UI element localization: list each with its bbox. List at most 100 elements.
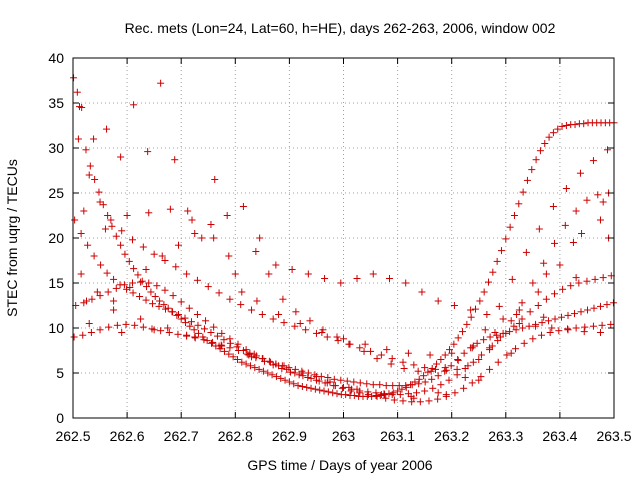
data-point bbox=[137, 278, 145, 286]
data-point bbox=[95, 188, 103, 196]
data-point bbox=[164, 324, 172, 332]
data-point bbox=[123, 212, 131, 219]
data-point bbox=[130, 265, 138, 273]
data-point bbox=[231, 270, 239, 278]
data-point bbox=[108, 222, 116, 230]
data-point bbox=[191, 334, 199, 342]
data-point bbox=[609, 299, 617, 307]
y-tick-label: 30 bbox=[48, 140, 64, 156]
data-point bbox=[207, 221, 215, 228]
data-point bbox=[472, 305, 480, 313]
data-point bbox=[166, 205, 174, 213]
data-point bbox=[414, 367, 422, 375]
data-point bbox=[398, 385, 406, 393]
data-point bbox=[410, 361, 418, 369]
data-point bbox=[296, 320, 304, 327]
data-point bbox=[330, 375, 338, 383]
data-point bbox=[281, 376, 289, 384]
data-point bbox=[376, 392, 384, 399]
data-point bbox=[428, 375, 436, 383]
data-point bbox=[562, 185, 570, 192]
data-point bbox=[429, 384, 437, 392]
data-point bbox=[569, 239, 577, 246]
data-point bbox=[603, 301, 611, 309]
data-point bbox=[110, 297, 118, 305]
data-point bbox=[532, 322, 540, 330]
data-point bbox=[377, 351, 385, 359]
data-point bbox=[506, 328, 514, 336]
data-point bbox=[121, 250, 129, 258]
data-point bbox=[477, 373, 485, 381]
data-point bbox=[408, 398, 416, 406]
data-point bbox=[507, 349, 515, 357]
data-point bbox=[463, 320, 471, 328]
x-tick-label: 263.3 bbox=[488, 428, 523, 444]
data-point bbox=[548, 324, 556, 332]
data-point bbox=[261, 357, 269, 365]
data-point bbox=[290, 380, 298, 388]
data-point bbox=[71, 216, 79, 224]
data-point bbox=[112, 232, 120, 240]
data-point bbox=[450, 302, 458, 309]
data-point bbox=[174, 241, 182, 249]
data-point bbox=[469, 358, 477, 366]
data-point bbox=[285, 378, 293, 386]
data-point bbox=[607, 320, 615, 328]
chart-title: Rec. mets (Lon=24, Lat=60, h=HE), days 2… bbox=[125, 20, 556, 36]
data-point bbox=[467, 313, 475, 321]
data-point bbox=[388, 355, 396, 363]
data-point bbox=[434, 372, 442, 380]
data-point bbox=[321, 379, 329, 387]
data-point bbox=[312, 373, 320, 381]
data-point bbox=[235, 347, 243, 354]
data-point bbox=[433, 360, 441, 368]
x-axis-ticks: 262.5 262.6 262.7 262.8 262.9 263 263.1 263.2 26… bbox=[55, 58, 632, 444]
data-point bbox=[272, 261, 280, 269]
data-point bbox=[383, 346, 391, 354]
data-point bbox=[143, 283, 151, 291]
data-point bbox=[497, 247, 505, 255]
data-point bbox=[475, 376, 483, 384]
data-point bbox=[591, 275, 599, 283]
data-point bbox=[294, 382, 302, 390]
data-point bbox=[90, 252, 98, 260]
data-point bbox=[272, 360, 280, 368]
data-point bbox=[97, 261, 105, 269]
data-point bbox=[103, 269, 111, 277]
data-point bbox=[129, 236, 137, 244]
data-point bbox=[242, 346, 250, 354]
data-point bbox=[590, 304, 598, 312]
data-point bbox=[155, 302, 163, 310]
data-point bbox=[481, 326, 489, 334]
data-point bbox=[150, 326, 158, 334]
data-point bbox=[415, 375, 423, 383]
data-point bbox=[145, 209, 153, 217]
data-point bbox=[253, 297, 261, 305]
data-point bbox=[238, 358, 246, 366]
data-point bbox=[496, 333, 504, 341]
data-point bbox=[307, 374, 315, 382]
data-point bbox=[318, 329, 326, 336]
data-point bbox=[387, 360, 395, 368]
data-point bbox=[275, 311, 283, 318]
data-point bbox=[210, 234, 218, 242]
data-point bbox=[484, 278, 492, 286]
data-point bbox=[195, 329, 203, 337]
data-point bbox=[329, 389, 337, 397]
data-point bbox=[321, 275, 329, 282]
data-point bbox=[277, 374, 285, 382]
data-point bbox=[453, 365, 461, 373]
data-point bbox=[350, 392, 358, 399]
data-point bbox=[226, 295, 234, 303]
data-point bbox=[594, 191, 602, 199]
data-point bbox=[508, 275, 516, 283]
data-point bbox=[376, 381, 384, 389]
data-point bbox=[333, 390, 341, 398]
data-point bbox=[256, 234, 264, 242]
data-point bbox=[239, 203, 247, 210]
data-point bbox=[571, 310, 579, 318]
data-point bbox=[218, 329, 226, 337]
data-point bbox=[402, 279, 410, 287]
data-point bbox=[599, 274, 607, 282]
data-point bbox=[523, 176, 531, 184]
